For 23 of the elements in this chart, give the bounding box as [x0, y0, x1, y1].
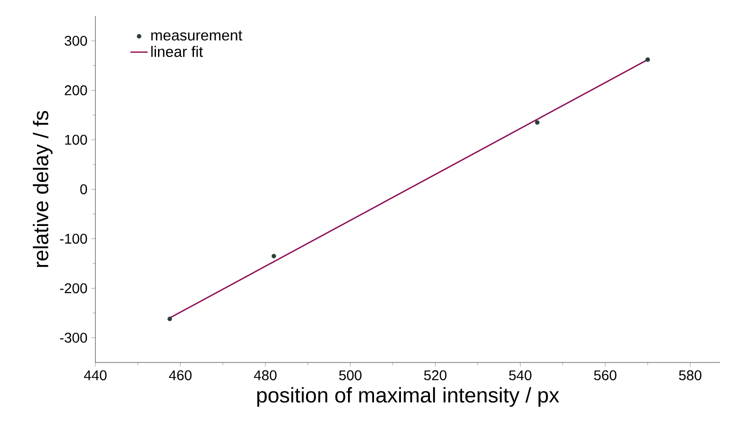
- x-tick-label: 460: [168, 370, 192, 380]
- x-tick-label: 560: [594, 370, 616, 380]
- x-tick-label: 580: [679, 370, 702, 380]
- y-tick-label: 300: [64, 36, 88, 46]
- x-axis-title: position of maximal intensity / px: [257, 387, 560, 407]
- y-tick-label: 0: [80, 184, 88, 194]
- x-tick-label: 480: [254, 370, 277, 380]
- point: [645, 57, 650, 62]
- point: [272, 254, 276, 258]
- y-tick-label: -200: [60, 283, 88, 294]
- x-tick-label: 540: [509, 370, 532, 380]
- y-tick-label: 200: [64, 85, 88, 96]
- point: [167, 316, 172, 322]
- y-axis-title: relative delay / fs: [32, 111, 53, 268]
- x-tick-label: 520: [424, 370, 446, 380]
- legend-label: measurement: [151, 30, 242, 41]
- x-tick-label: 440: [84, 370, 107, 380]
- y-tick-label: 100: [65, 134, 88, 145]
- y-tick-label: -300: [60, 332, 88, 343]
- legend-label: linear fit: [151, 46, 203, 58]
- point: [534, 120, 540, 125]
- y-tick-label: -100: [60, 234, 88, 244]
- x-tick-label: 500: [339, 370, 362, 380]
